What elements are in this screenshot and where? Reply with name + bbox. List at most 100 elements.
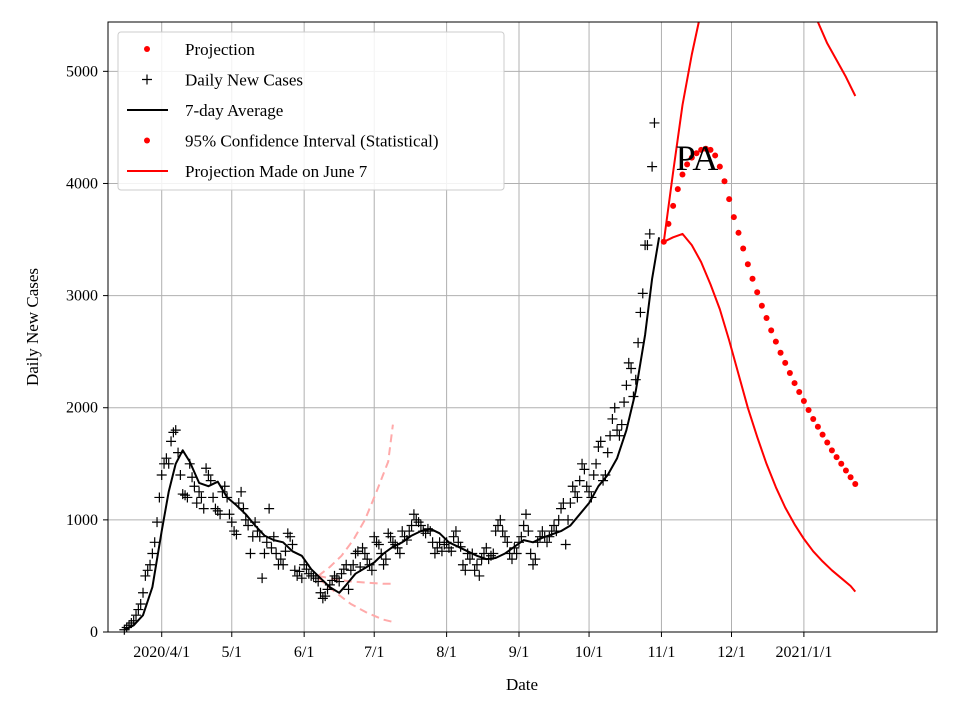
- daily-case-point: [411, 514, 422, 525]
- daily-case-point: [509, 542, 520, 553]
- projection-point: [698, 146, 705, 153]
- daily-case-point: [415, 520, 426, 531]
- daily-case-point: [635, 307, 646, 318]
- x-tick-label: 7/1: [364, 644, 384, 661]
- daily-case-point: [600, 470, 611, 481]
- daily-case-point: [549, 520, 560, 531]
- projection-point: [772, 338, 779, 345]
- daily-case-point: [359, 548, 370, 559]
- daily-case-point: [579, 464, 590, 475]
- daily-case-point: [138, 587, 149, 598]
- daily-case-point: [198, 503, 209, 514]
- legend-label: Projection Made on June 7: [185, 162, 368, 181]
- daily-case-point: [271, 548, 282, 559]
- daily-case-point: [429, 548, 440, 559]
- daily-case-point: [175, 470, 186, 481]
- projection-point: [688, 154, 695, 161]
- plot-frame: [107, 21, 938, 633]
- daily-case-point: [378, 559, 389, 570]
- daily-case-point: [518, 520, 529, 531]
- daily-case-point: [350, 548, 361, 559]
- daily-case-point: [254, 531, 265, 542]
- daily-case-point: [467, 548, 478, 559]
- daily-case-point: [394, 548, 405, 559]
- daily-case-point: [406, 520, 417, 531]
- x-tick-label: 12/1: [717, 644, 745, 661]
- daily-case-point: [544, 531, 555, 542]
- daily-case-point: [647, 161, 658, 172]
- daily-case-point: [502, 537, 513, 548]
- daily-case-point: [285, 531, 296, 542]
- daily-case-point: [401, 535, 412, 546]
- daily-case-point: [296, 573, 307, 584]
- daily-case-point: [453, 537, 464, 548]
- daily-case-point: [147, 548, 158, 559]
- daily-case-point: [478, 548, 489, 559]
- daily-case-point: [182, 492, 193, 503]
- legend-marker-dot: [144, 46, 150, 52]
- legend: Projection Daily New Cases 7-day Average 95…: [117, 31, 505, 191]
- daily-case-point: [275, 554, 286, 565]
- projection-point: [800, 398, 807, 405]
- projection-point: [763, 315, 770, 322]
- daily-case-point: [369, 531, 380, 542]
- daily-case-point: [593, 441, 604, 452]
- daily-case-point: [572, 492, 583, 503]
- y-axis-ticks: 0 1000 2000 3000 4000 5000: [66, 63, 108, 641]
- daily-case-point: [222, 492, 233, 503]
- 95-confidence-interval-statistical-line: [663, 232, 857, 593]
- daily-case-point: [448, 531, 459, 542]
- daily-case-point: [492, 520, 503, 531]
- y-tick-label: 1000: [66, 512, 98, 529]
- daily-case-point: [584, 486, 595, 497]
- x-axis-label: Date: [506, 675, 538, 694]
- daily-case-point: [637, 288, 648, 299]
- daily-case-point: [191, 498, 202, 509]
- daily-case-point: [301, 564, 312, 575]
- daily-case-point: [189, 481, 200, 492]
- projection-point: [726, 196, 733, 203]
- daily-case-point: [532, 537, 543, 548]
- daily-case-point: [553, 514, 564, 525]
- projection-point: [842, 467, 849, 474]
- daily-case-point: [623, 357, 634, 368]
- daily-case-point: [245, 548, 256, 559]
- daily-case-point: [630, 374, 641, 385]
- daily-case-point: [264, 503, 275, 514]
- daily-case-point: [126, 618, 137, 629]
- daily-case-point: [280, 546, 291, 557]
- legend-marker-plus: [142, 74, 152, 85]
- daily-case-point: [602, 447, 613, 458]
- daily-case-point: [380, 554, 391, 565]
- daily-case-point: [588, 470, 599, 481]
- daily-case-point: [233, 498, 244, 509]
- projection-point: [721, 178, 728, 185]
- daily-case-point: [343, 584, 354, 595]
- x-tick-label: 2021/1/1: [775, 644, 832, 661]
- projection-point: [768, 327, 775, 334]
- daily-case-point: [644, 228, 655, 239]
- x-tick-label: 9/1: [509, 644, 529, 661]
- y-tick-label: 4000: [66, 175, 98, 192]
- daily-case-point: [140, 570, 151, 581]
- 95-confidence-interval-statistical-upper-line: [662, 21, 700, 242]
- daily-case-point: [485, 550, 496, 561]
- daily-case-point: [121, 622, 132, 633]
- daily-case-point: [616, 419, 627, 430]
- daily-case-point: [497, 526, 508, 537]
- daily-case-point: [612, 425, 623, 436]
- daily-case-point: [506, 554, 517, 565]
- daily-case-point: [614, 430, 625, 441]
- daily-case-point: [577, 458, 588, 469]
- daily-case-point: [446, 546, 457, 557]
- daily-case-point: [425, 526, 436, 537]
- projection-point: [740, 245, 747, 252]
- daily-case-point: [168, 427, 179, 438]
- daily-case-point: [210, 503, 221, 514]
- daily-case-point: [499, 531, 510, 542]
- daily-case-point: [436, 546, 447, 557]
- daily-case-point: [243, 520, 254, 531]
- daily-case-point: [226, 517, 237, 528]
- daily-case-point: [238, 503, 249, 514]
- daily-case-point: [303, 568, 314, 579]
